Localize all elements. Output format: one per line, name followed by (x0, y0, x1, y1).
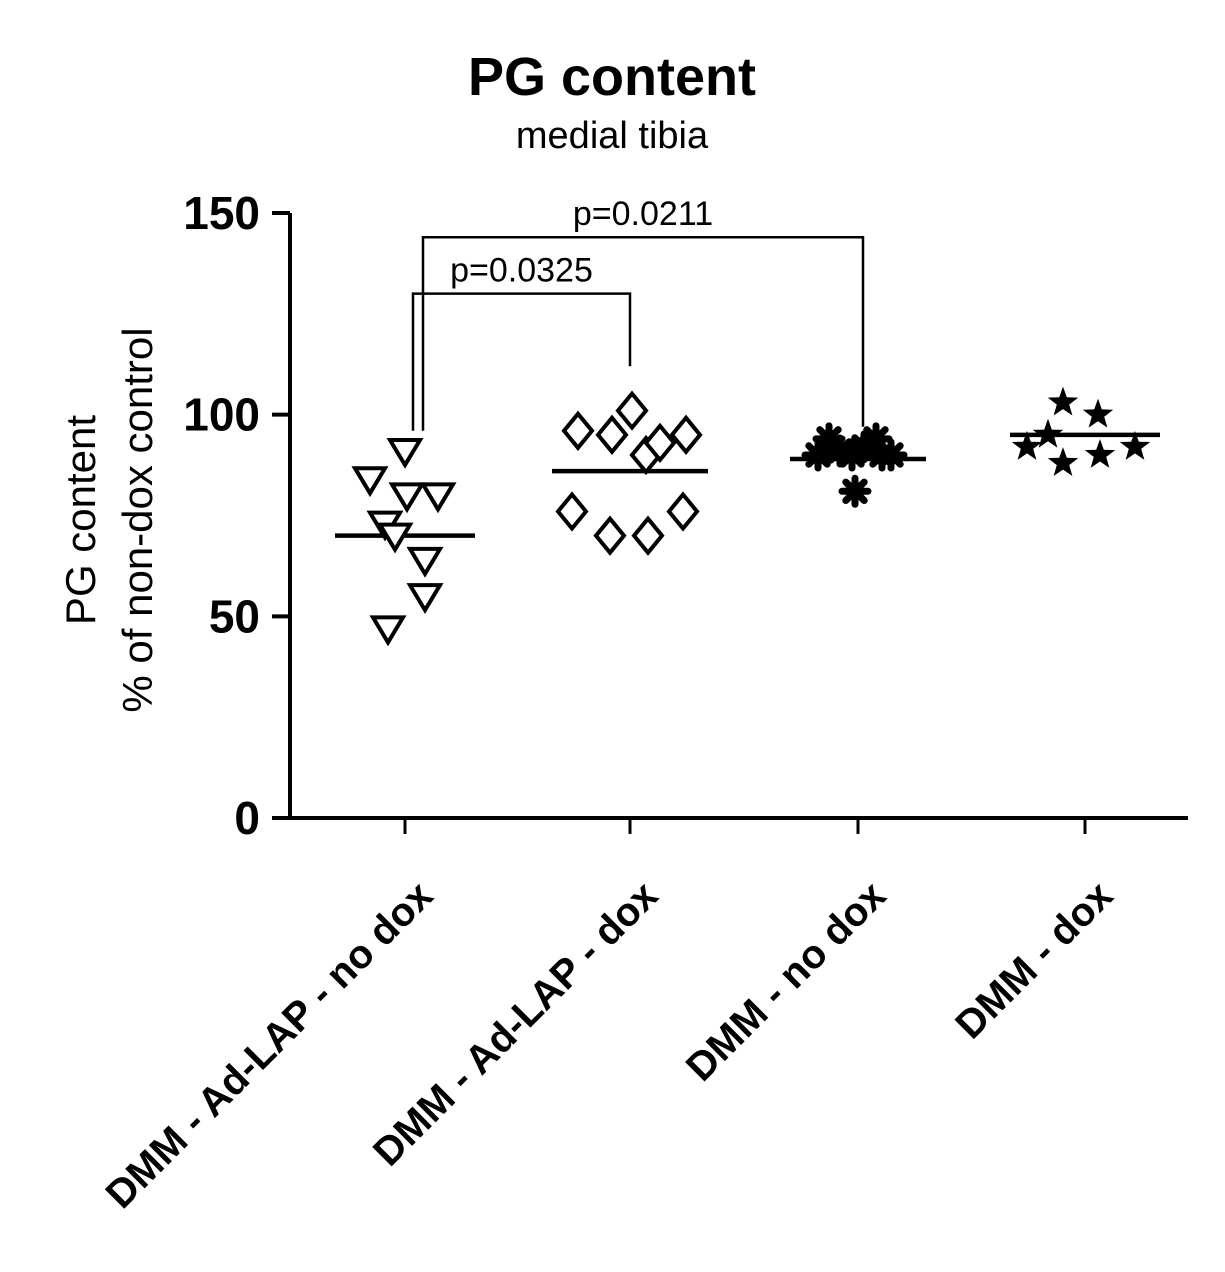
triangle-down-marker (369, 615, 407, 647)
triangle-down-marker (376, 522, 414, 554)
star-marker (1032, 418, 1064, 448)
median-lines (335, 432, 1160, 538)
diamond-marker (561, 410, 595, 451)
diamond-marker (631, 515, 665, 556)
group-points (1011, 386, 1151, 476)
diamond-marker (666, 491, 700, 532)
star-marker (1119, 430, 1151, 460)
y-axis-label-line2: % of non-dox control (114, 327, 161, 712)
p-value-label: p=0.0211 (573, 195, 713, 233)
diamond-marker (555, 491, 589, 532)
group-points (351, 437, 457, 647)
y-tick-label: 0 (234, 792, 260, 844)
triangle-down-marker (386, 437, 424, 469)
significance-bracket (411, 292, 632, 431)
triangle-down-marker (406, 546, 444, 578)
significance-bracket (421, 235, 865, 431)
x-category-label: DMM - dox (947, 873, 1121, 1047)
triangle-down-marker (406, 583, 444, 615)
diamond-marker (593, 515, 627, 556)
star-marker (1011, 430, 1043, 460)
axes: 0 50 100 150 (183, 187, 1188, 844)
triangle-down-marker (351, 466, 389, 498)
diamond-marker (595, 414, 629, 455)
triangle-down-marker (388, 482, 426, 514)
star-marker (1047, 447, 1079, 476)
diamond-marker (643, 422, 677, 464)
x-category-label: DMM - no dox (678, 873, 894, 1089)
y-tick-label: 150 (183, 187, 260, 239)
diamond-marker (669, 414, 703, 455)
group-points (801, 422, 908, 508)
chart-subtitle: medial tibia (516, 115, 709, 157)
y-tick-label: 100 (183, 389, 260, 441)
star-marker (1084, 439, 1116, 468)
group-points (555, 390, 703, 556)
y-axis-label-line1: PG content (57, 415, 104, 625)
significance-brackets: p=0.0325 p=0.0211 (411, 195, 865, 431)
triangle-down-marker (419, 482, 457, 514)
asterisk-marker (838, 474, 872, 508)
chart-title: PG content (468, 47, 756, 107)
p-value-label: p=0.0325 (450, 252, 593, 290)
star-marker (1082, 398, 1114, 428)
diamond-marker (615, 390, 649, 431)
y-tick-label: 50 (209, 590, 260, 642)
star-marker (1047, 386, 1079, 416)
asterisk-marker (874, 438, 908, 472)
data-points (351, 386, 1151, 647)
